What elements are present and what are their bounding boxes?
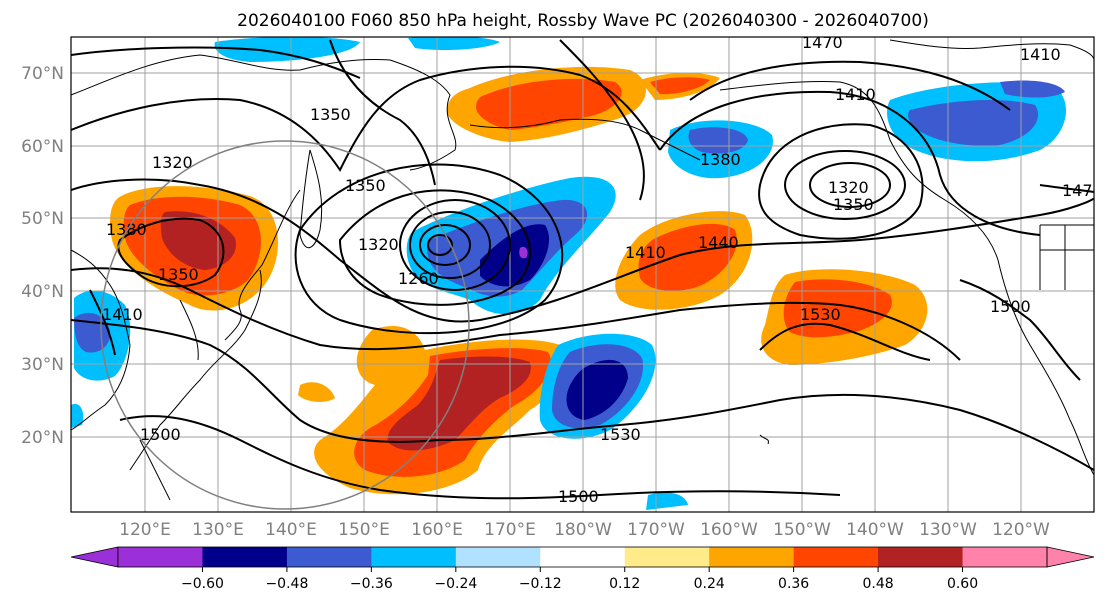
contour-label: 1470 (802, 33, 843, 52)
colorbar-tick-label: −0.24 (434, 576, 477, 592)
longitude-labels: 120°E 130°E 140°E 150°E 160°E 170°E 180°… (119, 520, 1050, 540)
colorbar-bin (371, 547, 457, 567)
colorbar-bin (118, 547, 203, 567)
lon-label: 130°E (192, 520, 244, 540)
colorbar-tick-label: 0.60 (947, 576, 978, 592)
lon-label: 150°E (338, 520, 390, 540)
colorbar-tick-label: 0.12 (609, 576, 640, 592)
lat-label: 40°N (21, 282, 64, 302)
colorbar-bin (793, 547, 879, 567)
colorbar-tick-label: −0.60 (181, 576, 224, 592)
lon-label: 150°W (773, 520, 831, 540)
lat-label: 20°N (21, 428, 64, 448)
anomaly-negative-arctic (214, 37, 360, 62)
colorbar-over-arrow (1046, 546, 1095, 568)
colorbar-tick-label: 0.36 (778, 576, 809, 592)
map-title: 2026040100 F060 850 hPa height, Rossby W… (237, 11, 929, 31)
contour-label: 1380 (700, 150, 741, 169)
lon-label: 180°W (554, 520, 612, 540)
colorbar-under-arrow (70, 546, 119, 568)
contour-label: 1500 (558, 487, 599, 506)
colorbar-bins (118, 547, 1048, 567)
colorbar-bin (202, 547, 288, 567)
contour-label: 1320 (358, 235, 399, 254)
contour-label: 1320 (828, 178, 869, 197)
contour-label: 1410 (102, 305, 143, 324)
contour-label: 1530 (600, 425, 641, 444)
height-contours (71, 39, 1094, 500)
contour-label: 1350 (158, 265, 199, 284)
contour-label: 1350 (310, 105, 351, 124)
contour-label: 1530 (800, 305, 841, 324)
colorbar: −0.60 −0.48 −0.36 −0.24 −0.12 0.12 0.24 0.36 0.4… (70, 546, 1095, 592)
map-frame (70, 36, 1095, 513)
contour-label: 1350 (833, 195, 874, 214)
contour-label: 1320 (152, 153, 193, 172)
lon-label: 140°E (265, 520, 317, 540)
colorbar-bin (286, 547, 372, 567)
lon-label: 160°E (411, 520, 463, 540)
lat-label: 70°N (21, 64, 64, 84)
contour-label: 1410 (1020, 45, 1061, 64)
colorbar-tick-label: −0.48 (265, 576, 308, 592)
contour-label: 1410 (625, 243, 666, 262)
contour-label: 1440 (698, 233, 739, 252)
colorbar-ticks: −0.60 −0.48 −0.36 −0.24 −0.12 0.12 0.24 0.36 0.4… (181, 567, 978, 592)
colorbar-bin (540, 547, 626, 567)
colorbar-bin (624, 547, 710, 567)
contour-label: 1350 (345, 176, 386, 195)
contour-label: 1410 (835, 85, 876, 104)
lon-label: 140°W (846, 520, 904, 540)
lat-label: 60°N (21, 137, 64, 157)
lon-label: 170°W (627, 520, 685, 540)
range-circle (100, 140, 470, 510)
map-panel: 1320 1350 1350 1380 1350 1410 1350 1320 … (71, 20, 1103, 512)
lon-label: 120°W (992, 520, 1050, 540)
colorbar-tick-label: 0.24 (694, 576, 725, 592)
contour-label: 1470 (1062, 181, 1103, 200)
contour-label: 1380 (106, 220, 147, 239)
contour-label: 1350 (560, 20, 601, 39)
contour-label: 1500 (140, 425, 181, 444)
colorbar-bin (878, 547, 964, 567)
lat-label: 30°N (21, 355, 64, 375)
contour-label: 1500 (990, 297, 1031, 316)
colorbar-bin (962, 547, 1048, 567)
colorbar-tick-label: −0.12 (519, 576, 562, 592)
lon-label: 170°E (484, 520, 536, 540)
contour-labels: 1320 1350 1350 1380 1350 1410 1350 1320 … (102, 20, 1103, 506)
colorbar-tick-label: 0.48 (863, 576, 894, 592)
lon-label: 130°W (919, 520, 977, 540)
colorbar-bin (455, 547, 541, 567)
colorbar-bin (709, 547, 795, 567)
colorbar-frame (117, 546, 1048, 568)
contour-label: 1260 (398, 269, 439, 288)
colorbar-tick-label: −0.36 (350, 576, 393, 592)
latitude-labels: 70°N 60°N 50°N 40°N 30°N 20°N (21, 64, 64, 448)
coastlines (71, 39, 1094, 501)
lon-label: 160°W (700, 520, 758, 540)
lat-label: 50°N (21, 209, 64, 229)
lon-label: 120°E (119, 520, 171, 540)
